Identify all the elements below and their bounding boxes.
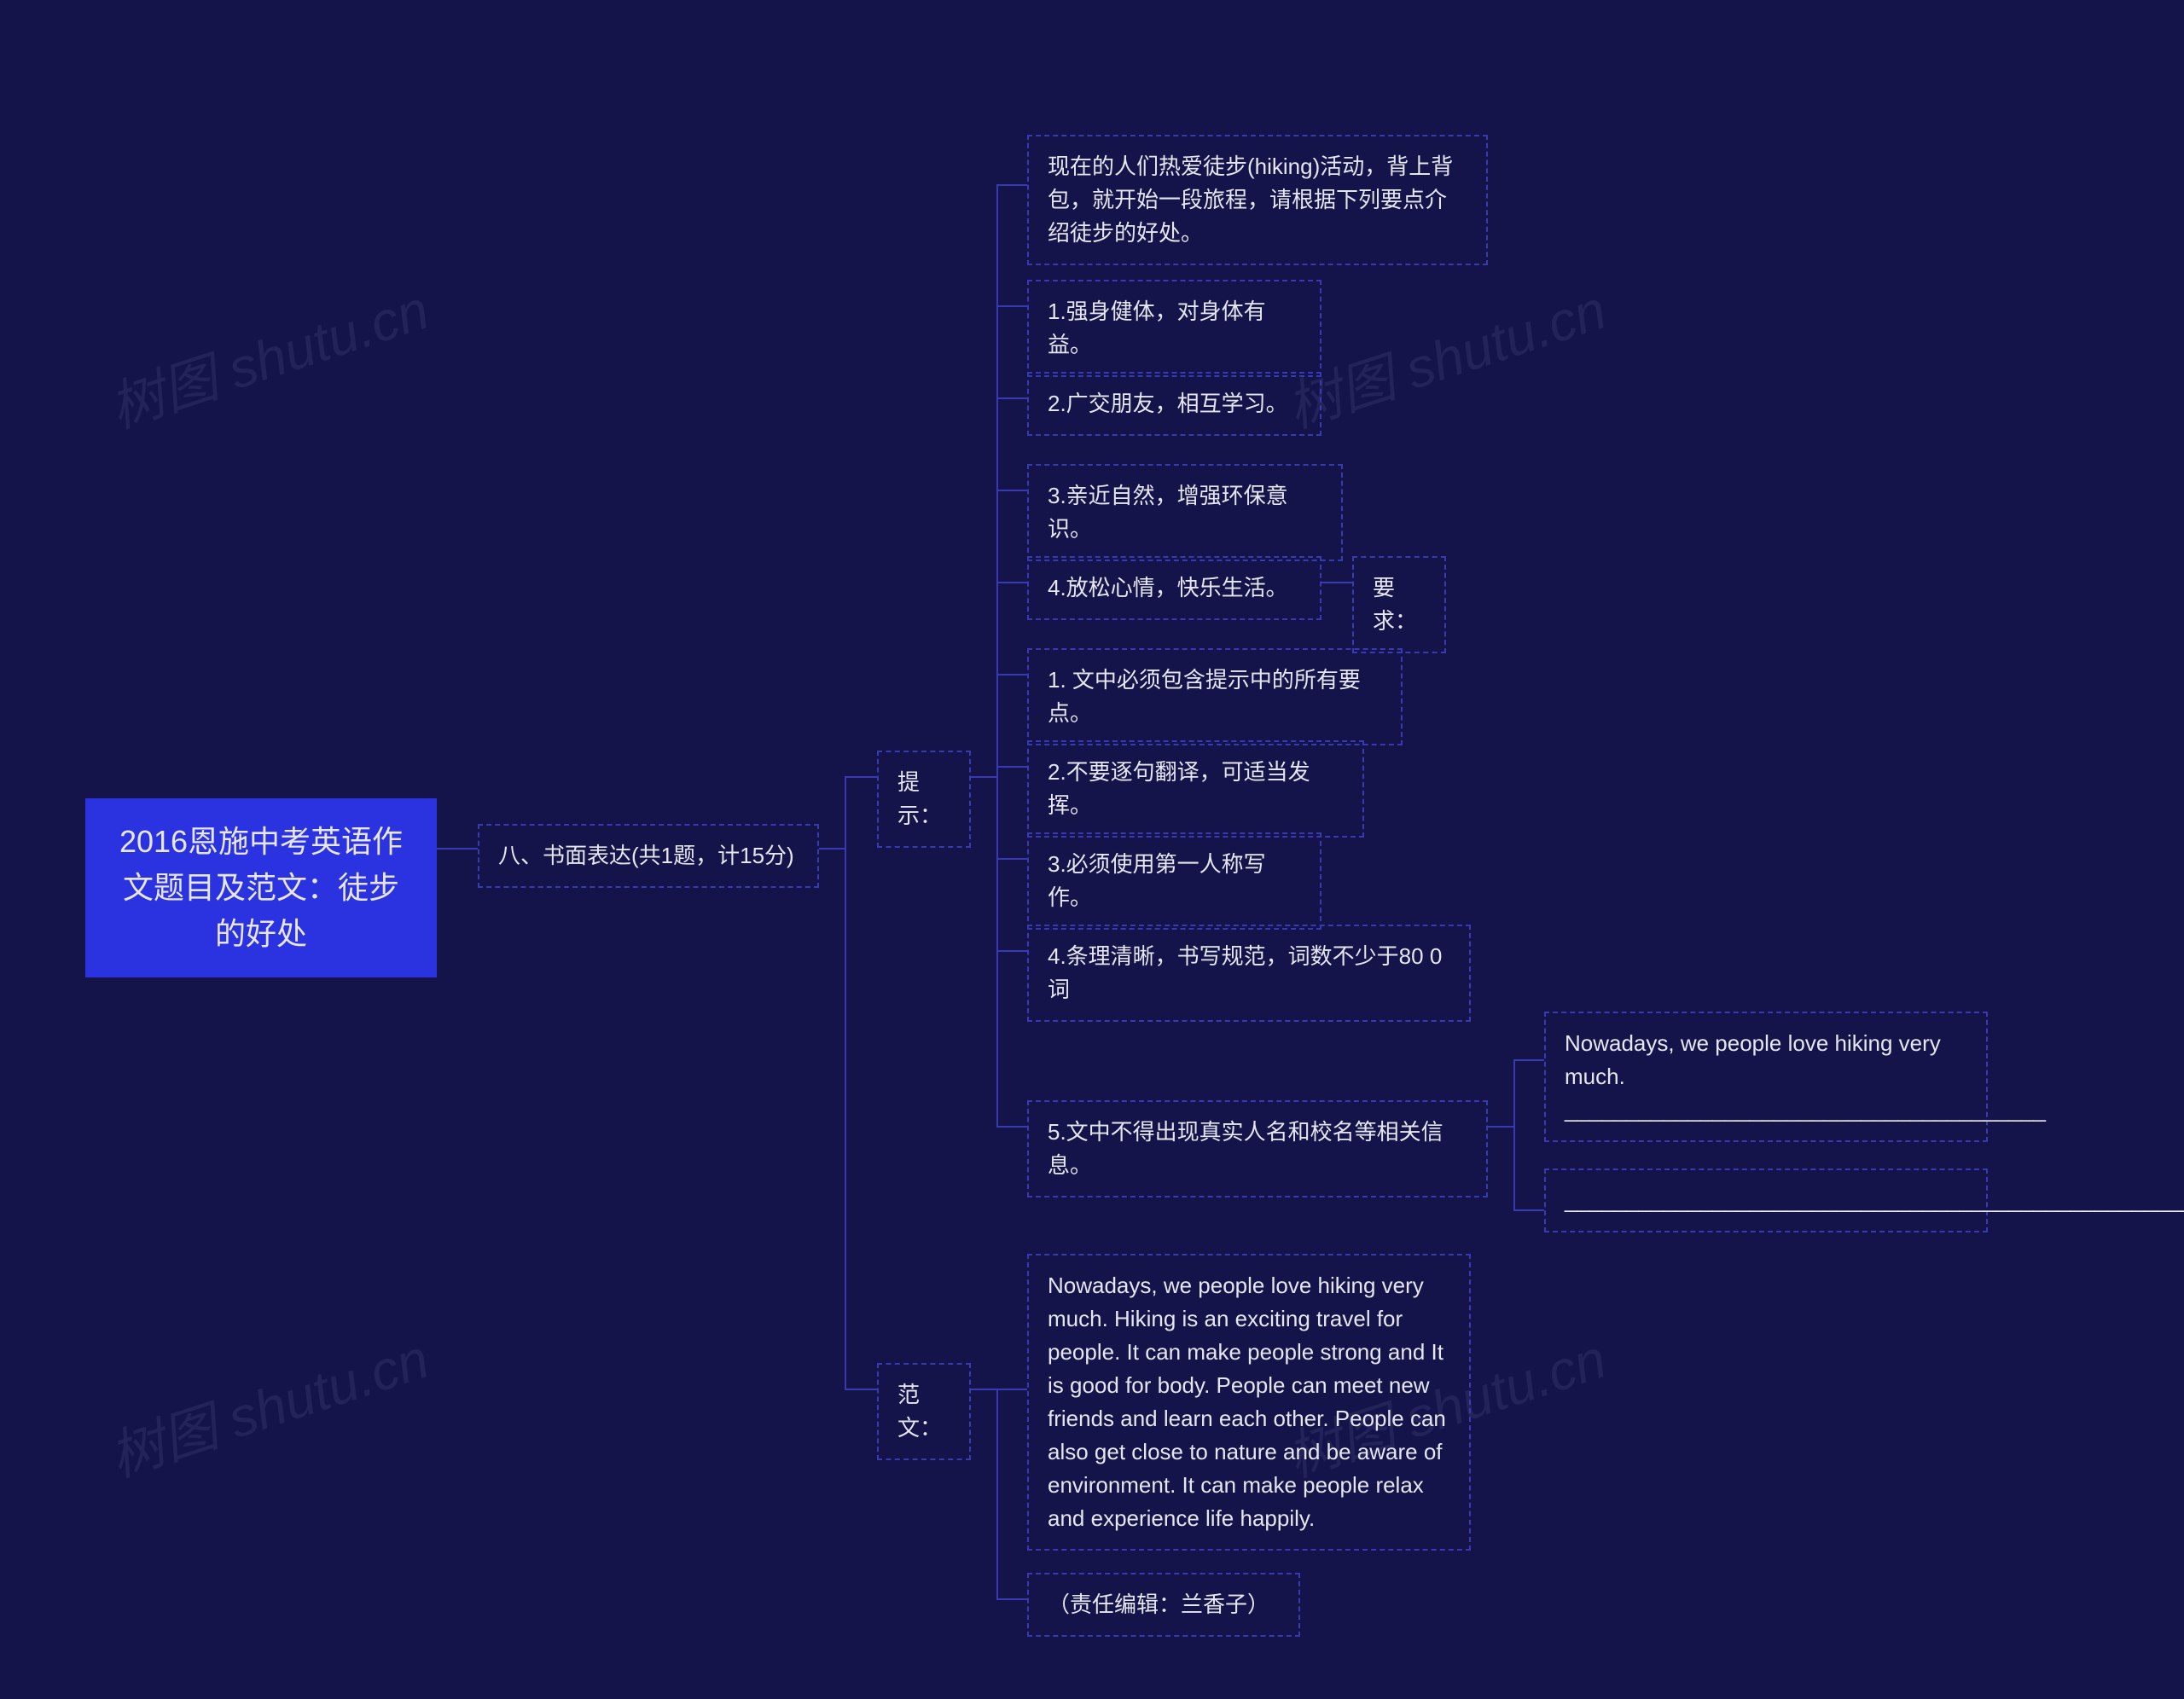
essay-starter: Nowadays, we people love hiking very muc… (1544, 1012, 1988, 1142)
hint-point-1: 1.强身健体，对身体有益。 (1027, 280, 1321, 377)
connector (845, 776, 846, 1390)
connector (996, 950, 1027, 952)
connector (1513, 1059, 1515, 1211)
connector (996, 766, 1027, 768)
watermark: 树图 shutu.cn (98, 266, 437, 443)
req-4: 4.条理清晰，书写规范，词数不少于80 0词 (1027, 925, 1471, 1022)
connector (996, 184, 998, 1128)
req-2: 2.不要逐句翻译，可适当发挥。 (1027, 740, 1364, 838)
connector (996, 858, 1027, 860)
blank-lines: ________________________________________… (1544, 1168, 1988, 1232)
connector (996, 1126, 1027, 1128)
hint-intro: 现在的人们热爱徒步(hiking)活动，背上背包，就开始一段旅程，请根据下列要点… (1027, 135, 1488, 265)
hint-point-4: 4.放松心情，快乐生活。 (1027, 556, 1321, 620)
connector (996, 1389, 998, 1600)
root-node: 2016恩施中考英语作文题目及范文：徒步的好处 (85, 798, 437, 977)
connector (971, 1389, 996, 1390)
hint-label: 提示： (877, 751, 971, 848)
req-label: 要求： (1352, 556, 1446, 653)
watermark: 树图 shutu.cn (1275, 266, 1614, 443)
connector (845, 776, 877, 778)
connector (437, 848, 478, 850)
connector (996, 305, 1027, 307)
connector (996, 674, 1027, 676)
req-3: 3.必须使用第一人称写作。 (1027, 832, 1321, 930)
connector (1513, 1059, 1544, 1061)
connector (1488, 1126, 1513, 1128)
watermark: 树图 shutu.cn (98, 1315, 437, 1492)
connector (996, 1389, 1027, 1390)
connector (996, 184, 1027, 186)
model-label: 范文： (877, 1363, 971, 1460)
connector (819, 848, 845, 850)
hint-point-2: 2.广交朋友，相互学习。 (1027, 372, 1321, 436)
connector (996, 582, 1027, 583)
connector (845, 1389, 877, 1390)
section-title: 八、书面表达(共1题，计15分) (478, 824, 819, 888)
hint-point-3: 3.亲近自然，增强环保意识。 (1027, 464, 1343, 561)
connector (1321, 582, 1352, 583)
connector (971, 776, 996, 778)
model-essay: Nowadays, we people love hiking very muc… (1027, 1254, 1471, 1551)
editor-credit: （责任编辑：兰香子） (1027, 1573, 1300, 1637)
req-5: 5.文中不得出现真实人名和校名等相关信息。 (1027, 1100, 1488, 1197)
connector (1513, 1209, 1544, 1211)
connector (996, 490, 1027, 491)
connector (996, 1598, 1027, 1600)
req-1: 1. 文中必须包含提示中的所有要点。 (1027, 648, 1403, 745)
connector (996, 397, 1027, 399)
